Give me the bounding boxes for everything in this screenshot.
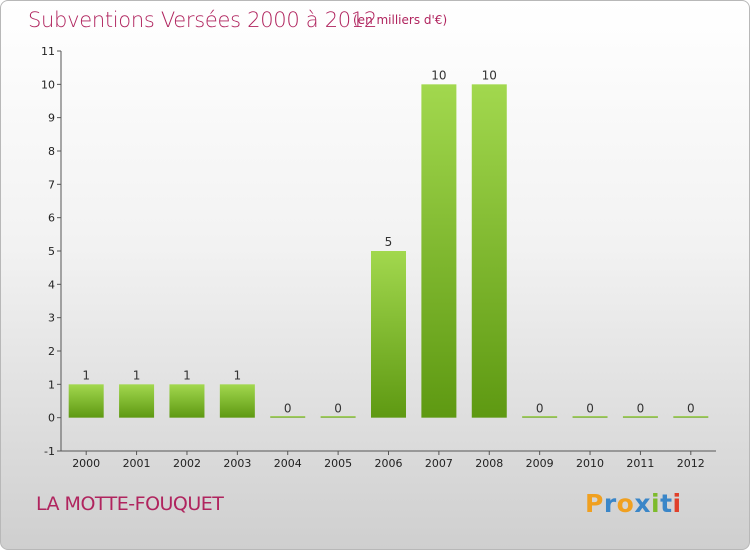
- bar-value-label: 1: [234, 368, 242, 382]
- x-tick-label: 2007: [425, 457, 453, 470]
- y-tick-label: 4: [48, 278, 55, 291]
- y-tick-label: 11: [41, 45, 55, 58]
- bar: [320, 416, 356, 418]
- bar-value-label: 0: [637, 402, 645, 416]
- x-tick-label: 2010: [576, 457, 604, 470]
- proxiti-logo: Proxiti: [585, 489, 682, 518]
- logo-letter: P: [585, 489, 604, 518]
- x-tick-label: 2011: [626, 457, 654, 470]
- bar-value-label: 5: [385, 235, 393, 249]
- x-tick-label: 2004: [274, 457, 302, 470]
- y-tick-label: 0: [48, 412, 55, 425]
- y-tick-label: 2: [48, 345, 55, 358]
- bar-value-label: 1: [183, 368, 191, 382]
- y-tick-label: 5: [48, 245, 55, 258]
- bar-value-label: 10: [431, 68, 446, 82]
- x-tick-label: 2002: [173, 457, 201, 470]
- y-tick-label: 9: [48, 112, 55, 125]
- unit-note: (en milliers d'€): [353, 13, 448, 27]
- bar-value-label: 0: [687, 402, 695, 416]
- bar: [421, 84, 457, 418]
- bar: [572, 416, 608, 418]
- y-tick-label: 1: [48, 378, 55, 391]
- logo-letter: x: [634, 489, 651, 518]
- bar: [270, 416, 306, 418]
- bar-value-label: 0: [334, 402, 342, 416]
- x-tick-label: 2009: [526, 457, 554, 470]
- bar-value-label: 1: [133, 368, 141, 382]
- x-tick-label: 2000: [72, 457, 100, 470]
- y-tick-label: 7: [48, 178, 55, 191]
- y-tick-label: 3: [48, 312, 55, 325]
- bar-value-label: 0: [284, 402, 292, 416]
- logo-letter: i: [651, 489, 661, 518]
- y-tick-label: 8: [48, 145, 55, 158]
- x-tick-label: 2005: [324, 457, 352, 470]
- bar: [219, 384, 255, 418]
- bar-value-label: 0: [586, 402, 594, 416]
- bar: [522, 416, 558, 418]
- logo-letter: i: [672, 489, 682, 518]
- chart-title: Subventions Versées 2000 à 2012: [28, 8, 377, 32]
- x-tick-label: 2006: [375, 457, 403, 470]
- logo-letter: t: [660, 489, 673, 518]
- y-tick-label: -1: [44, 445, 55, 458]
- bar-value-label: 1: [82, 368, 90, 382]
- x-tick-label: 2003: [223, 457, 251, 470]
- logo-letter: o: [616, 489, 635, 518]
- bar: [68, 384, 104, 418]
- bar-value-label: 10: [482, 68, 497, 82]
- bar: [119, 384, 155, 418]
- bar: [471, 84, 507, 418]
- logo-letter: r: [603, 489, 617, 518]
- x-tick-label: 2001: [123, 457, 151, 470]
- bar: [622, 416, 658, 418]
- bar-value-label: 0: [536, 402, 544, 416]
- bar: [673, 416, 709, 418]
- bar: [169, 384, 205, 418]
- x-tick-label: 2008: [475, 457, 503, 470]
- y-tick-label: 6: [48, 212, 55, 225]
- y-tick-label: 10: [41, 78, 55, 91]
- x-tick-label: 2012: [677, 457, 705, 470]
- bar: [371, 251, 406, 418]
- place-name: LA MOTTE-FOUQUET: [36, 493, 224, 515]
